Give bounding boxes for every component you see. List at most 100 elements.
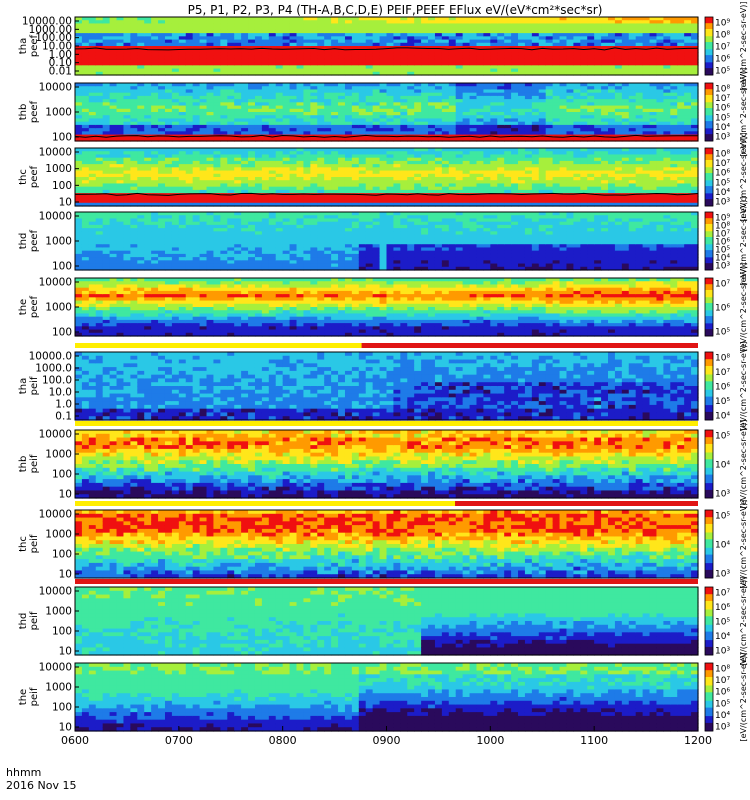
heatmap-cell xyxy=(400,23,408,28)
heatmap-cell xyxy=(185,49,194,54)
heatmap-cell xyxy=(234,62,242,66)
heatmap-cell xyxy=(130,39,138,44)
heatmap-cell xyxy=(275,55,284,60)
heatmap-cell xyxy=(386,65,395,70)
heatmap-cell xyxy=(386,68,395,73)
heatmap-cell xyxy=(241,29,249,34)
heatmap-cell xyxy=(282,42,291,47)
heatmap-cell xyxy=(164,33,173,37)
heatmap-cell xyxy=(123,42,131,47)
heatmap-cell xyxy=(234,20,242,25)
heatmap-cell xyxy=(102,49,111,54)
heatmap-cell xyxy=(116,62,125,66)
heatmap-cell xyxy=(338,20,346,25)
heatmap-cell xyxy=(95,55,104,60)
heatmap-cell xyxy=(88,36,97,41)
heatmap-cell xyxy=(414,33,422,37)
heatmap-cell xyxy=(400,65,408,70)
heatmap-cell xyxy=(95,39,104,44)
heatmap-cell xyxy=(386,26,395,31)
heatmap-cell xyxy=(95,23,104,28)
heatmap-cell xyxy=(248,68,256,73)
heatmap-cell xyxy=(241,26,249,31)
colorbar-tick-label: 10⁵ xyxy=(715,67,730,77)
heatmap-cell xyxy=(310,23,318,28)
heatmap-cell xyxy=(248,58,256,63)
heatmap-cell xyxy=(192,49,201,54)
heatmap-cell xyxy=(303,29,311,34)
heatmap-cell xyxy=(151,23,159,28)
heatmap-cell xyxy=(344,39,353,44)
heatmap-cell xyxy=(338,29,346,34)
heatmap-cell xyxy=(88,58,97,63)
heatmap-cell xyxy=(192,55,201,60)
heatmap-cell xyxy=(372,58,381,63)
heatmap-cell xyxy=(351,71,360,76)
heatmap-cell xyxy=(296,58,305,63)
heatmap-cell xyxy=(109,29,118,34)
heatmap-cell xyxy=(158,17,166,21)
heatmap-cell xyxy=(116,52,125,57)
heatmap-cell xyxy=(164,23,173,28)
heatmap-cell xyxy=(241,58,249,63)
heatmap-cell xyxy=(171,17,180,21)
heatmap-cell xyxy=(144,20,152,25)
heatmap-cell xyxy=(220,17,228,21)
heatmap-cell xyxy=(344,36,353,41)
heatmap-cell xyxy=(227,23,235,28)
heatmap-cell xyxy=(234,68,242,73)
heatmap-cell xyxy=(275,23,284,28)
heatmap-cell xyxy=(158,36,166,41)
heatmap-cell xyxy=(317,46,325,50)
heatmap-cell xyxy=(241,42,249,47)
heatmap-cell xyxy=(123,17,131,21)
heatmap-cell xyxy=(102,52,111,57)
heatmap-cell xyxy=(206,26,215,31)
heatmap-cell xyxy=(379,52,388,57)
heatmap-cell xyxy=(358,42,367,47)
heatmap-cell xyxy=(275,68,284,73)
heatmap-cell xyxy=(338,17,346,21)
heatmap-cell xyxy=(254,23,263,28)
heatmap-cell xyxy=(102,42,111,47)
heatmap-cell xyxy=(248,23,256,28)
heatmap-cell xyxy=(213,29,221,34)
heatmap-cell xyxy=(137,23,145,28)
heatmap-cell xyxy=(289,26,298,31)
heatmap-cell xyxy=(344,68,353,73)
heatmap-cell xyxy=(158,52,166,57)
heatmap-cell xyxy=(234,17,242,21)
heatmap-cell xyxy=(317,23,325,28)
heatmap-cell xyxy=(254,46,263,50)
heatmap-cell xyxy=(254,17,263,21)
heatmap-cell xyxy=(109,46,118,50)
heatmap-cell xyxy=(282,36,291,41)
heatmap-cell xyxy=(282,33,291,37)
heatmap-cell xyxy=(109,26,118,31)
heatmap-cell xyxy=(310,29,318,34)
heatmap-cell xyxy=(81,42,90,47)
heatmap-cell xyxy=(393,29,401,34)
heatmap-cell xyxy=(137,36,145,41)
heatmap-cell xyxy=(178,49,187,54)
heatmap-cell xyxy=(164,71,173,76)
heatmap-cell xyxy=(338,68,346,73)
heatmap-cell xyxy=(351,23,360,28)
heatmap-cell xyxy=(372,39,381,44)
heatmap-cell xyxy=(379,42,388,47)
heatmap-cell xyxy=(414,65,422,70)
heatmap-cell xyxy=(164,36,173,41)
heatmap-cell xyxy=(268,20,277,25)
heatmap-cell xyxy=(206,33,215,37)
heatmap-cell xyxy=(338,23,346,28)
heatmap-cell xyxy=(393,36,401,41)
heatmap-cell xyxy=(407,39,415,44)
colorbar-tick-label: 10⁴ xyxy=(715,123,730,133)
heatmap-cell xyxy=(261,33,270,37)
heatmap-cell xyxy=(282,23,291,28)
heatmap-cell xyxy=(151,29,159,34)
heatmap-cell xyxy=(393,49,401,54)
heatmap-cell xyxy=(317,26,325,31)
heatmap-cell xyxy=(254,36,263,41)
heatmap-cell xyxy=(81,17,90,21)
